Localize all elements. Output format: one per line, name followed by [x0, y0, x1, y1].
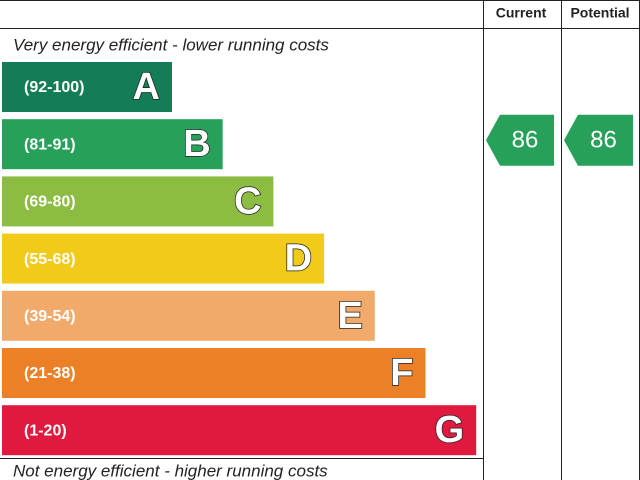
- column-header: Current: [496, 5, 547, 21]
- band-bar: [2, 119, 223, 170]
- band-bar: [2, 348, 426, 398]
- band-bar: [2, 176, 274, 227]
- rating-arrow: [486, 114, 554, 166]
- band-letter: G: [435, 409, 465, 451]
- band-range: (1-20): [24, 422, 67, 439]
- rating-value: 86: [512, 127, 539, 154]
- band-range: (55-68): [24, 251, 76, 268]
- band-range: (92-100): [24, 79, 84, 96]
- band-letter: D: [285, 238, 312, 280]
- band-bar: [2, 233, 325, 284]
- band-bar: [2, 290, 375, 341]
- top-note: Very energy efficient - lower running co…: [13, 35, 329, 54]
- band-letter: C: [234, 180, 261, 222]
- rating-value: 86: [590, 127, 617, 154]
- column-header: Potential: [570, 5, 629, 21]
- bottom-note: Not energy efficient - higher running co…: [13, 461, 328, 480]
- band-bar: [2, 405, 477, 456]
- band-range: (69-80): [24, 194, 76, 211]
- band-range: (21-38): [24, 365, 76, 382]
- band-letter: E: [337, 295, 362, 337]
- rating-arrow: [564, 114, 633, 166]
- band-letter: A: [133, 66, 160, 108]
- band-range: (39-54): [24, 308, 76, 325]
- band-letter: B: [183, 123, 210, 165]
- band-letter: F: [390, 352, 413, 394]
- band-bar: [2, 62, 172, 112]
- band-range: (81-91): [24, 136, 76, 153]
